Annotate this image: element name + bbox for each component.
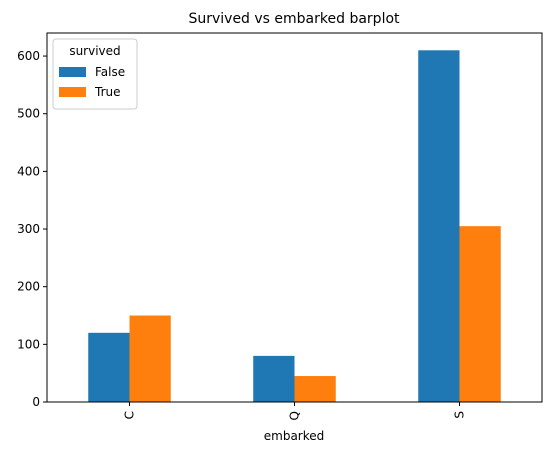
y-tick-label: 0 xyxy=(32,395,40,409)
x-axis-label: embarked xyxy=(264,429,325,443)
bar-true-c xyxy=(129,315,171,402)
legend-swatch-true xyxy=(59,87,86,97)
bar-true-s xyxy=(459,226,501,402)
y-tick-label: 600 xyxy=(17,49,40,63)
bar-true-q xyxy=(294,376,336,402)
x-tick-label: C xyxy=(123,411,137,419)
bar-false-q xyxy=(253,355,295,403)
bar-false-c xyxy=(88,332,130,402)
legend-title: survived xyxy=(69,44,120,58)
legend: survived False True xyxy=(52,38,138,110)
y-tick-label: 500 xyxy=(17,107,40,121)
legend-swatch-false xyxy=(59,67,86,77)
x-tick-label: S xyxy=(453,411,467,419)
legend-label-false: False xyxy=(95,65,125,79)
y-tick-label: 100 xyxy=(17,337,40,351)
chart-title: Survived vs embarked barplot xyxy=(188,11,400,27)
x-tick-label: Q xyxy=(288,411,302,420)
bar-false-s xyxy=(418,50,460,403)
y-tick-label: 300 xyxy=(17,222,40,236)
y-axis: 0 100 200 300 400 500 600 xyxy=(17,49,47,409)
y-tick-label: 400 xyxy=(17,164,40,178)
y-tick-label: 200 xyxy=(17,280,40,294)
legend-label-true: True xyxy=(94,85,121,99)
plot-area xyxy=(46,32,543,403)
